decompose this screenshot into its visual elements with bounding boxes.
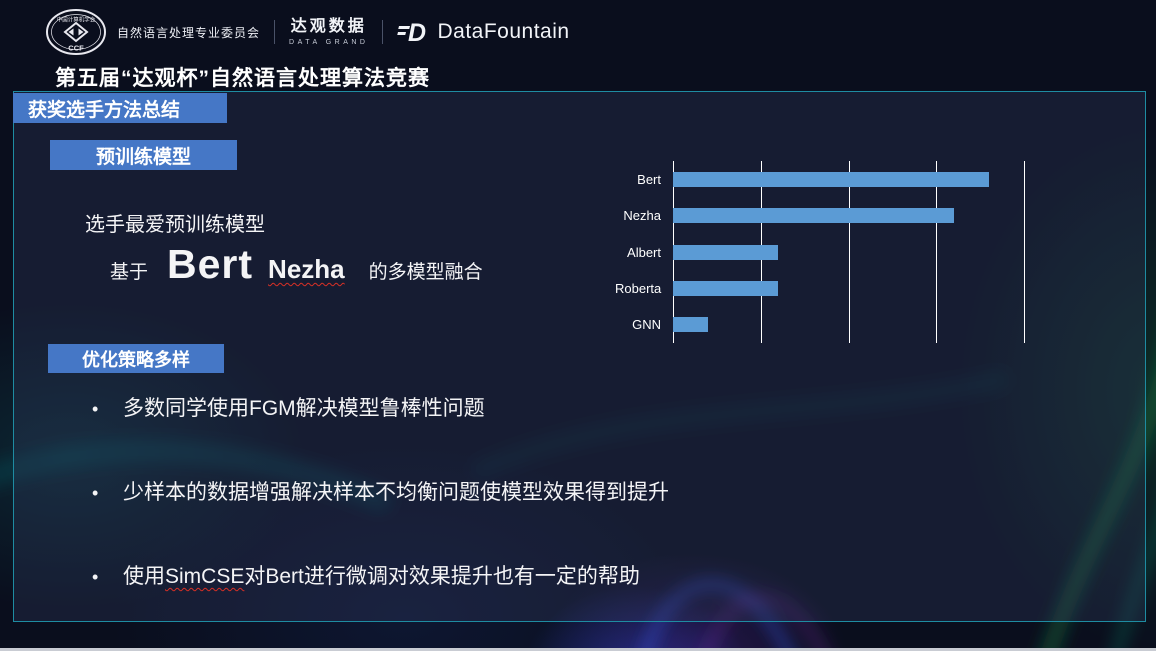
datagrand-logo: 达观数据 DATA GRAND [289,17,369,46]
gridline [848,161,850,343]
fusion-model-nezha: Nezha [268,254,345,284]
badge-pretrained-model: 预训练模型 [50,140,237,170]
bullet-segment: 对Bert进行微调对效果提升也有一定的帮助 [244,565,640,588]
gridline [936,161,938,343]
chart-bar-track [673,317,1024,333]
header-divider [382,20,384,44]
bullet-segment: 少样本的数据增强解决样本不均衡问题使模型效果得到提升 [123,481,669,504]
chart-row: Roberta [615,270,1030,306]
committee-label: 自然语言处理专业委员会 [117,25,261,40]
bullet-item: 使用SimCSE对Bert进行微调对效果提升也有一定的帮助 [92,564,669,590]
optimization-bullet-list: 多数同学使用FGM解决模型鲁棒性问题少样本的数据增强解决样本不均衡问题使模型效果… [92,396,669,648]
bullet-segment-misspelled: SimCSE [165,565,245,588]
chart-category-label: Nezha [623,208,661,224]
svg-text:D: D [408,19,426,46]
section-badge-summary: 获奖选手方法总结 [13,93,227,123]
datagrand-en-label: DATA GRAND [289,38,369,46]
chart-category-label: Roberta [615,280,662,296]
datafountain-logo: D DataFountain [397,18,569,46]
chart-row: Nezha [615,197,1030,233]
chart-rows: Bert Nezha Albert Roberta GNN [615,161,1030,343]
chart-category-label: Bert [637,171,661,187]
chart-bar [673,280,779,296]
bullet-item: 多数同学使用FGM解决模型鲁棒性问题 [92,396,669,422]
badge-optimization: 优化策略多样 [48,344,224,373]
model-usage-bar-chart: Bert Nezha Albert Roberta GNN [615,161,1030,343]
chart-bar [673,208,954,224]
fusion-statement: 基于 Bert Nezha 的多模型融合 [110,241,483,288]
chart-bar [673,317,709,333]
chart-bar-track [673,171,1024,187]
ccf-org-text: 中国计算机学会 [57,16,96,24]
fusion-suffix: 的多模型融合 [368,262,483,283]
logo-bar: 中国计算机学会 CCF 自然语言处理专业委员会 达观数据 DATA GRAND … [45,8,570,56]
chart-category-label: GNN [632,317,661,333]
chart-row: Bert [615,161,1030,197]
bullet-segment: 多数同学使用FGM解决模型鲁棒性问题 [123,397,485,420]
header-divider [274,20,276,44]
chart-bar [673,244,779,260]
ccf-abbr-text: CCF [68,44,84,53]
chart-row: Albert [615,234,1030,270]
fusion-prefix: 基于 [110,262,149,283]
gridline [1024,161,1025,343]
datafountain-label: DataFountain [437,20,570,43]
bottom-edge-strip [0,648,1156,651]
chart-bar-track [673,208,1024,224]
datagrand-cn-label: 达观数据 [290,17,367,35]
page-title: 第五届“达观杯”自然语言处理算法竞赛 [55,67,430,90]
chart-bar [673,171,989,187]
chart-category-label: Albert [627,244,661,260]
bullet-item: 少样本的数据增强解决样本不均衡问题使模型效果得到提升 [92,480,669,506]
fusion-model-bert: Bert [167,241,254,287]
bullet-segment: 使用 [123,565,165,588]
pretrain-subtitle: 选手最爱预训练模型 [85,214,265,236]
chart-bar-track [673,280,1024,296]
chart-row: GNN [615,307,1030,343]
datafountain-icon: D [397,19,427,46]
chart-bar-track [673,244,1024,260]
ccf-logo-icon: 中国计算机学会 CCF [46,9,106,55]
